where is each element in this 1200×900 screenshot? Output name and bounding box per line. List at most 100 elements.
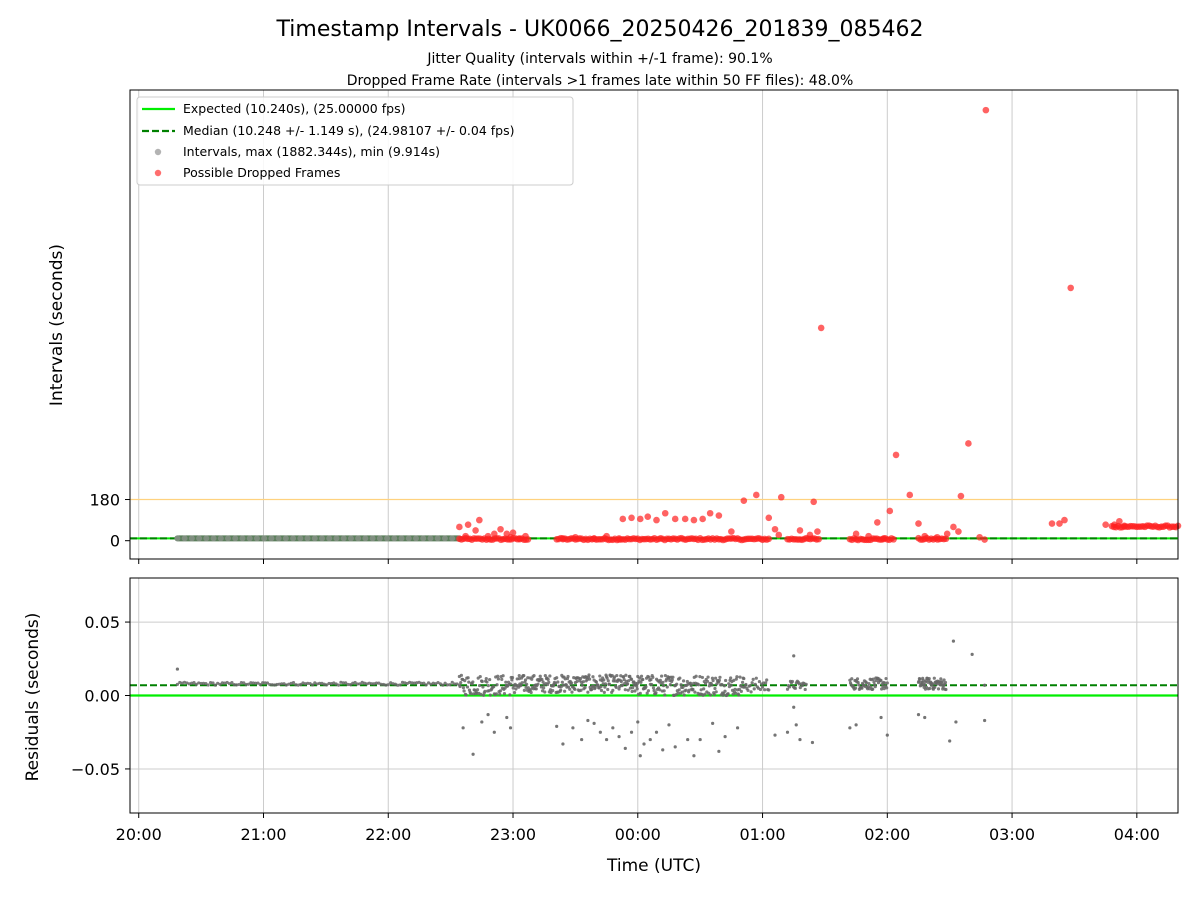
residual-outlier-48 xyxy=(923,715,927,720)
residual-point xyxy=(500,677,504,681)
legend-intervals-marker xyxy=(154,148,162,156)
residual-point xyxy=(620,683,625,687)
residual-point xyxy=(235,683,239,687)
residual-point xyxy=(922,683,927,687)
residual-point xyxy=(883,681,887,685)
residual-point xyxy=(753,682,757,686)
residual-point xyxy=(534,687,538,691)
residual-point xyxy=(462,689,466,693)
dropped-frame-point-17 xyxy=(615,535,623,542)
residual-outlier-52 xyxy=(983,683,987,687)
residual-point xyxy=(496,674,500,678)
residual-point xyxy=(488,693,492,697)
residual-point xyxy=(510,676,515,680)
residual-point xyxy=(450,680,454,684)
residual-point xyxy=(726,692,730,696)
residual-point xyxy=(855,677,860,681)
residual-point xyxy=(548,674,552,678)
residual-point xyxy=(793,686,797,690)
residual-point xyxy=(684,688,688,692)
dropped-frame-point-29 xyxy=(715,512,723,519)
dropped-frame-point xyxy=(815,535,822,543)
residual-outlier-37 xyxy=(773,733,777,737)
residual-point xyxy=(522,688,526,692)
interval-point xyxy=(290,535,297,542)
residual-point xyxy=(502,692,507,696)
residual-point xyxy=(566,674,570,679)
residual-point xyxy=(679,683,683,687)
legend-intervals-label: Intervals, max (1882.344s), min (9.914s) xyxy=(183,144,440,159)
residual-outlier-50 xyxy=(954,720,958,724)
residual-point xyxy=(478,675,482,679)
residual-point xyxy=(699,688,703,692)
residual-point xyxy=(675,682,679,686)
dropped-frame-point-7 xyxy=(497,525,504,533)
residual-outlier-21 xyxy=(629,730,634,734)
bottom-xtick-label-5: 01:00 xyxy=(739,825,785,844)
residual-point xyxy=(232,683,236,687)
interval-point xyxy=(282,535,289,542)
residual-point xyxy=(541,680,545,684)
residual-point xyxy=(681,685,685,689)
residual-point xyxy=(458,684,462,689)
dropped-frame-point-32 xyxy=(753,491,760,499)
dropped-frame-point-5 xyxy=(484,532,492,540)
residual-point xyxy=(884,676,888,681)
dropped-frame-point-13 xyxy=(559,535,567,542)
residual-outlier-30 xyxy=(686,737,690,742)
interval-point xyxy=(333,535,340,542)
residual-point xyxy=(638,691,642,695)
interval-point xyxy=(449,535,456,542)
interval-point xyxy=(347,535,354,542)
residual-point xyxy=(651,675,655,679)
residual-point xyxy=(426,681,431,685)
dropped-frame-point-6 xyxy=(491,530,498,538)
residual-point xyxy=(254,681,258,685)
dropped-frame-point-34 xyxy=(771,525,779,533)
dropped-frame-point-53 xyxy=(950,523,957,531)
residual-point xyxy=(708,693,713,697)
residual-point xyxy=(676,691,680,695)
dropped-frame-point-12 xyxy=(522,532,529,540)
residual-point xyxy=(660,674,664,678)
residual-point xyxy=(261,681,265,685)
residual-point xyxy=(936,687,941,691)
legend-dropped-marker xyxy=(154,169,162,177)
dropped-frame-point-64 xyxy=(1102,521,1109,528)
top-yticks: 0 180 xyxy=(89,491,130,551)
residual-point xyxy=(738,675,742,679)
residual-point xyxy=(492,685,496,689)
residual-point xyxy=(939,677,943,681)
residual-point xyxy=(344,681,348,685)
residual-point xyxy=(563,689,567,693)
residual-point xyxy=(599,685,603,689)
residual-point xyxy=(864,681,868,685)
dropped-frame-point-65 xyxy=(1111,521,1118,528)
residual-point xyxy=(213,683,217,687)
residual-point xyxy=(578,677,583,681)
residual-point xyxy=(598,674,602,678)
residual-outlier-8 xyxy=(505,715,509,720)
dropped-frame-point-50 xyxy=(921,532,929,540)
residual-point xyxy=(445,683,450,687)
residual-point xyxy=(944,687,948,692)
residual-point xyxy=(463,678,467,683)
residual-point xyxy=(448,683,452,687)
residual-point xyxy=(614,685,618,690)
residual-point xyxy=(764,681,768,685)
residual-outlier-36 xyxy=(735,726,740,730)
residual-point xyxy=(536,682,540,686)
residual-point xyxy=(689,683,693,688)
residual-point xyxy=(593,686,597,690)
residual-point xyxy=(379,682,383,686)
residual-outlier-17 xyxy=(604,737,609,742)
residual-point xyxy=(256,681,260,685)
residual-outlier-46 xyxy=(885,733,889,737)
residual-point xyxy=(606,679,610,683)
top-ylabel: Intervals (seconds) xyxy=(47,244,67,406)
residual-point xyxy=(495,683,499,687)
residual-point xyxy=(767,688,771,692)
residual-point xyxy=(251,681,255,685)
dropped-frame-point-52 xyxy=(943,530,951,538)
residual-point xyxy=(204,681,208,686)
